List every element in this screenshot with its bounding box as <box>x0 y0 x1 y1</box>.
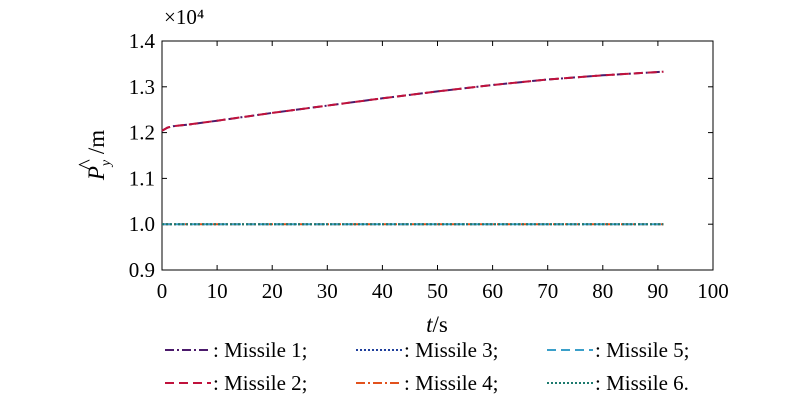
plot-area-frame <box>161 40 714 271</box>
y-multiplier-label: ×10⁴ <box>164 5 204 29</box>
x-tick-label: 90 <box>647 279 668 303</box>
y-tick-label: 0.9 <box>129 258 155 282</box>
hat-accent: ^ <box>74 159 99 170</box>
y-tick-label: 1.2 <box>129 121 155 145</box>
x-tick-label: 100 <box>697 279 729 303</box>
x-tick-label: 20 <box>262 279 283 303</box>
legend-series-name: Missile 1; <box>224 338 307 362</box>
axis-ticks: 0 10 20 30 40 50 60 70 80 90 100 0.9 1.0 1.1 1.2 1.3 1.4 <box>129 29 729 303</box>
legend-label: : Missile 4; <box>404 371 499 395</box>
legend-item-missile-6: : Missile 6. <box>547 371 689 395</box>
x-tick-label: 0 <box>157 279 168 303</box>
legend-label: : Missile 1; <box>213 338 308 362</box>
x-tick-label: 50 <box>427 279 448 303</box>
y-tick-label: 1.3 <box>129 75 155 99</box>
legend-item-missile-3: : Missile 3; <box>356 338 499 362</box>
x-tick-label: 60 <box>482 279 503 303</box>
series-line-missile-1 <box>161 70 664 132</box>
x-tick-label: 80 <box>592 279 613 303</box>
x-tick-label: 70 <box>537 279 558 303</box>
series-line-missile-2 <box>161 70 664 132</box>
legend-series-name: Missile 6. <box>606 371 689 395</box>
legend: : Missile 1; : Missile 2; : Missile 3; : Mi… <box>165 338 690 395</box>
x-tick-label: 40 <box>372 279 393 303</box>
series-layer <box>161 70 664 226</box>
legend-series-name: Missile 4; <box>415 371 498 395</box>
svg-text:Py /m: Py /m <box>84 130 114 181</box>
legend-item-missile-2: : Missile 2; <box>165 371 308 395</box>
x-tick-label: 30 <box>317 279 338 303</box>
legend-label: : Missile 3; <box>404 338 499 362</box>
legend-label: : Missile 6. <box>595 371 689 395</box>
x-tick-label: 10 <box>207 279 228 303</box>
y-axis-label: Py /m ^ <box>74 130 114 181</box>
x-axis-label: t/s <box>426 312 448 337</box>
legend-series-name: Missile 2; <box>224 371 307 395</box>
legend-series-name: Missile 3; <box>415 338 498 362</box>
y-tick-label: 1.0 <box>129 212 155 236</box>
y-tick-label: 1.4 <box>129 29 156 53</box>
legend-item-missile-4: : Missile 4; <box>356 371 499 395</box>
legend-label: : Missile 5; <box>595 338 690 362</box>
legend-item-missile-5: : Missile 5; <box>547 338 690 362</box>
legend-label: : Missile 2; <box>213 371 308 395</box>
legend-series-name: Missile 5; <box>606 338 689 362</box>
y-tick-label: 1.1 <box>129 166 155 190</box>
legend-item-missile-1: : Missile 1; <box>165 338 308 362</box>
